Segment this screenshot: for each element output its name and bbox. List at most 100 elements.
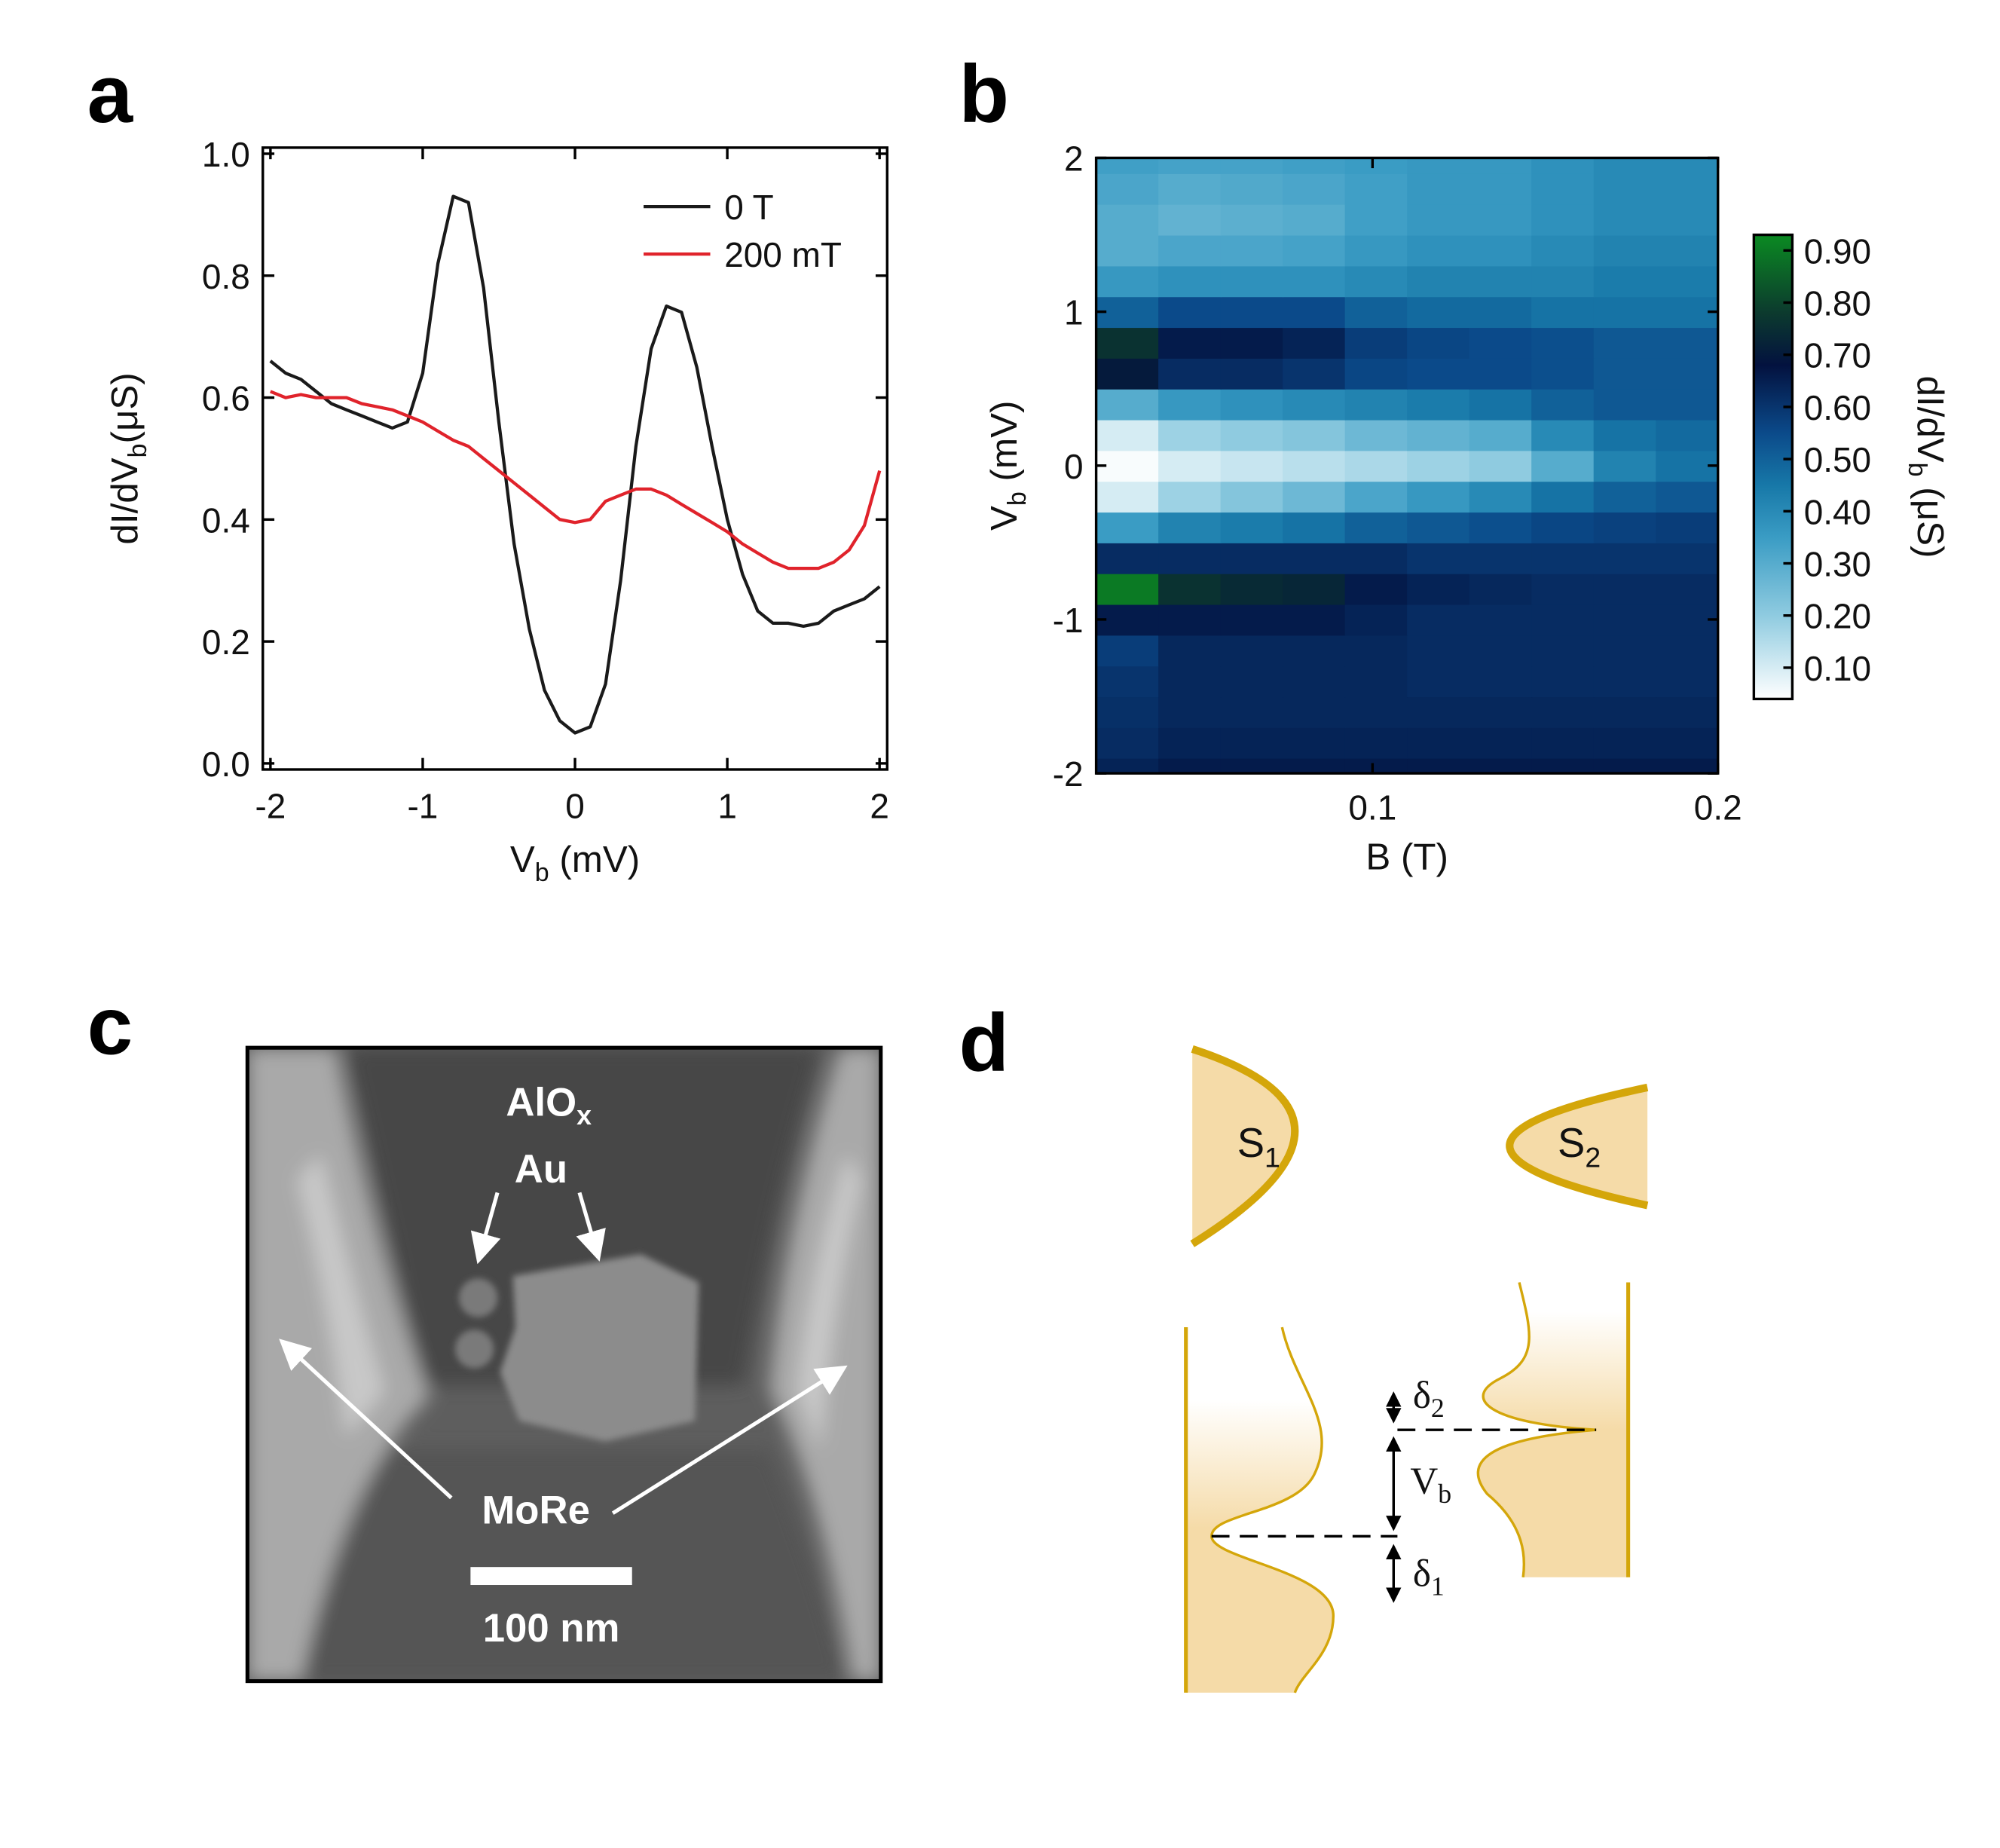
label-part: V <box>1410 1461 1438 1503</box>
heatmap-cell <box>1469 173 1533 205</box>
heatmap-cell <box>1220 158 1284 174</box>
heatmap-cell <box>1283 173 1346 205</box>
heatmap-cell <box>1531 635 1595 667</box>
heatmap-cell <box>1593 481 1657 513</box>
heatmap-cell <box>1469 388 1533 421</box>
heatmap-cell <box>1283 542 1346 574</box>
heatmap-cell <box>1469 296 1533 329</box>
data-line <box>269 194 881 735</box>
heatmap-cell <box>1469 481 1533 513</box>
sem-frame <box>245 1045 883 1684</box>
label-subscript: 2 <box>1585 1141 1601 1173</box>
heatmap-cell <box>1283 604 1346 636</box>
heatmap-cell <box>1531 512 1595 543</box>
heatmap-cell <box>1656 665 1719 698</box>
heatmap-cell <box>1220 512 1284 543</box>
heatmap-cell <box>1656 542 1719 574</box>
heatmap-cell <box>1531 757 1595 775</box>
heatmap-cell <box>1469 357 1533 390</box>
panel-letter: c <box>87 981 133 1072</box>
diagram-label: δ2 <box>1413 1375 1445 1423</box>
heatmap-cell <box>1469 604 1533 636</box>
heatmap-cell <box>1344 512 1408 543</box>
heatmap-cell <box>1158 665 1222 698</box>
heatmap-cell <box>1283 357 1346 390</box>
heatmap-cell <box>1344 696 1408 728</box>
heatmap-cell <box>1283 203 1346 236</box>
heatmap-cell <box>1158 696 1222 728</box>
heatmap-cell <box>1656 512 1719 543</box>
axis-label: Vb (mV) <box>983 401 1032 531</box>
heatmap-cell <box>1593 388 1657 421</box>
diagram <box>1184 1045 1649 1693</box>
heatmap-cell <box>1469 635 1533 667</box>
heatmap-cell <box>1656 419 1719 451</box>
x-tick-label: 2 <box>870 787 889 826</box>
heatmap-cell <box>1407 296 1470 329</box>
heatmap-cell <box>1158 158 1222 174</box>
heatmap-cell <box>1593 357 1657 390</box>
heatmap-cell <box>1096 173 1160 205</box>
label-part: (mV) <box>549 839 641 880</box>
heatmap-cell <box>1656 173 1719 205</box>
heatmap-cell <box>1593 542 1657 574</box>
heatmap-cell <box>1283 419 1346 451</box>
heatmap-cell <box>1593 158 1657 174</box>
heatmap-cell <box>1531 265 1595 298</box>
heatmap-cell <box>1096 450 1160 482</box>
label-subscript: x <box>576 1100 592 1131</box>
colorbar-tick-label: 0.20 <box>1804 597 1871 636</box>
heatmap-cell <box>1531 234 1595 267</box>
heatmap-cell <box>1283 696 1346 728</box>
heatmap-cell <box>1656 573 1719 605</box>
heatmap-cell <box>1531 450 1595 482</box>
legend-label: 0 T <box>724 188 774 227</box>
y-tick-label: 0.0 <box>202 745 250 784</box>
heatmap-cell <box>1096 327 1160 359</box>
colorbar <box>1752 233 1794 701</box>
heatmap-cell <box>1469 234 1533 267</box>
heatmap-cell <box>1593 296 1657 329</box>
y-tick-label: 0.6 <box>202 379 250 418</box>
colorbar-tick-label: 0.70 <box>1804 336 1871 375</box>
heatmap-cell <box>1096 512 1160 543</box>
heatmap-cell <box>1283 158 1346 174</box>
heatmap-cell <box>1407 388 1470 421</box>
heatmap-cell <box>1407 757 1470 775</box>
heatmap-cell <box>1158 635 1222 667</box>
heatmap-cell <box>1469 696 1533 728</box>
heatmap-cell <box>1656 388 1719 421</box>
arrow <box>611 1365 848 1515</box>
heatmap-cell <box>1531 542 1595 574</box>
scale-bar <box>470 1567 632 1586</box>
heatmap-cell <box>1158 757 1222 775</box>
colorbar-tick-label: 0.30 <box>1804 545 1871 584</box>
heatmap-cell <box>1283 388 1346 421</box>
heatmap-cell <box>1344 357 1408 390</box>
label-subscript: b <box>535 858 549 887</box>
heatmap-cell <box>1407 419 1470 451</box>
heatmap-cell <box>1469 665 1533 698</box>
label-subscript: b <box>124 443 152 457</box>
heatmap-cell <box>1344 388 1408 421</box>
heatmap-cell <box>1407 450 1470 482</box>
heatmap-cell <box>1158 450 1222 482</box>
heatmap-cell <box>1344 757 1408 775</box>
heatmap-cell <box>1344 419 1408 451</box>
label-part: dI/dV <box>1910 375 1951 462</box>
heatmap-cell <box>1531 604 1595 636</box>
label-part: S <box>1237 1120 1265 1166</box>
heatmap-cell <box>1220 665 1284 698</box>
panel-letter: b <box>959 48 1010 140</box>
heatmap-cell <box>1283 635 1346 667</box>
sem-label: MoRe <box>482 1488 590 1532</box>
heatmap-cell <box>1531 357 1595 390</box>
heatmap-cell <box>1656 265 1719 298</box>
y-tick-label: 0.4 <box>202 500 250 540</box>
label-part: V <box>510 839 535 880</box>
heatmap-cell <box>1407 665 1470 698</box>
heatmap-cell <box>1469 542 1533 574</box>
diagram-label: S2 <box>1558 1120 1601 1173</box>
